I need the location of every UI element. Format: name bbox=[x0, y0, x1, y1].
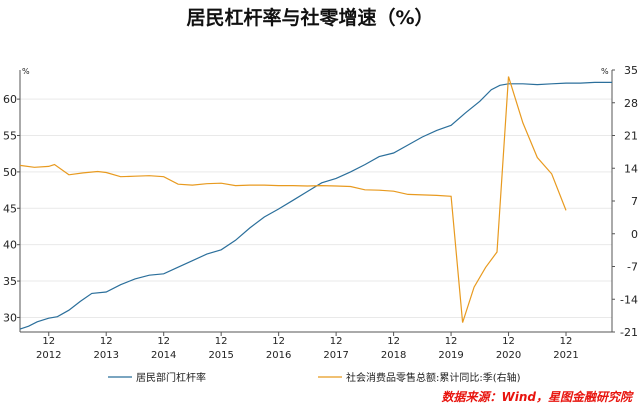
legend-label-leverage: 居民部门杠杆率 bbox=[136, 371, 206, 384]
x-tick-year-label: 2012 bbox=[36, 350, 61, 361]
data-source-note: 数据来源：Wind，星图金融研究院 bbox=[442, 390, 634, 404]
x-tick-month-label: 12 bbox=[100, 336, 113, 347]
x-tick-month-label: 12 bbox=[215, 336, 228, 347]
left-axis-unit: % bbox=[22, 67, 30, 76]
x-tick-month-label: 12 bbox=[502, 336, 515, 347]
series-group bbox=[19, 76, 612, 330]
right-y-tick-label: 7 bbox=[631, 195, 638, 208]
right-y-tick-label: 0 bbox=[631, 228, 638, 241]
x-tick-month-label: 12 bbox=[42, 336, 55, 347]
grid-lines bbox=[20, 98, 612, 318]
x-tick-month-label: 12 bbox=[560, 336, 573, 347]
x-tick-year-label: 2017 bbox=[323, 350, 348, 361]
right-y-tick-label: 35 bbox=[624, 64, 638, 77]
left-y-tick-label: 30 bbox=[3, 311, 17, 324]
x-tick-month-label: 12 bbox=[330, 336, 343, 347]
x-tick-month-label: 12 bbox=[445, 336, 458, 347]
right-axis-unit: % bbox=[601, 67, 609, 76]
x-tick-month-label: 12 bbox=[272, 336, 285, 347]
x-tick-year-label: 2014 bbox=[151, 350, 176, 361]
left-y-ticks: 30 35 40 45 50 55 60 bbox=[3, 93, 20, 324]
x-tick-month-label: 12 bbox=[387, 336, 400, 347]
legend: 居民部门杠杆率 社会消费品零售总额:累计同比:季(右轴) bbox=[108, 371, 521, 384]
x-tick-year-label: 2018 bbox=[381, 350, 406, 361]
left-y-tick-label: 55 bbox=[3, 130, 17, 143]
x-tick-year-label: 2013 bbox=[93, 350, 118, 361]
x-tick-year-label: 2015 bbox=[208, 350, 233, 361]
x-tick-year-label: 2016 bbox=[266, 350, 291, 361]
left-y-tick-label: 60 bbox=[3, 93, 17, 106]
left-y-tick-label: 50 bbox=[3, 166, 17, 179]
right-y-ticks: -21 -14 -7 0 7 14 21 28 35 bbox=[612, 64, 638, 339]
left-y-tick-label: 35 bbox=[3, 275, 17, 288]
right-y-tick-label: -14 bbox=[620, 293, 638, 306]
right-y-tick-label: 28 bbox=[624, 97, 638, 110]
x-tick-month-label: 12 bbox=[157, 336, 170, 347]
x-tick-year-label: 2020 bbox=[496, 350, 521, 361]
left-y-tick-label: 45 bbox=[3, 202, 17, 215]
right-y-tick-label: -7 bbox=[627, 261, 638, 274]
series-line-retail-sales bbox=[19, 76, 567, 323]
x-tick-year-label: 2019 bbox=[438, 350, 463, 361]
x-ticks: 12 2012 12 2013 12 2014 12 2015 12 2016 12 2017 12 20… bbox=[36, 332, 579, 361]
legend-label-retail-sales: 社会消费品零售总额:累计同比:季(右轴) bbox=[346, 371, 521, 384]
left-y-tick-label: 40 bbox=[3, 239, 17, 252]
x-tick-year-label: 2021 bbox=[553, 350, 578, 361]
right-y-tick-label: -21 bbox=[620, 326, 638, 339]
chart-title: 居民杠杆率与社零增速（%） bbox=[186, 6, 433, 29]
right-y-tick-label: 21 bbox=[624, 130, 638, 143]
right-y-tick-label: 14 bbox=[624, 162, 638, 175]
series-line-leverage bbox=[19, 81, 612, 330]
